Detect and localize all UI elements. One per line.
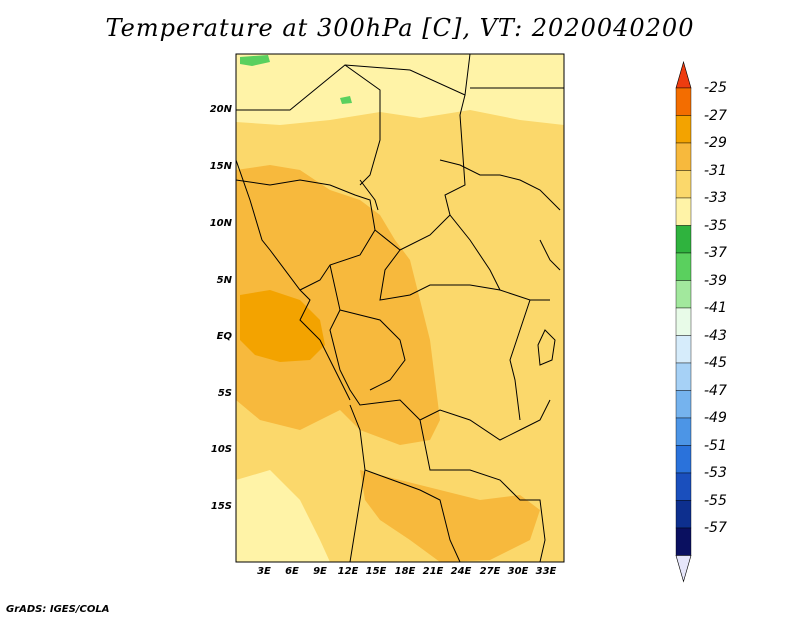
border-chad-sudan	[444, 94, 501, 291]
colorbar-segment	[675, 142, 692, 171]
border-nile	[359, 179, 379, 211]
border-zambia	[419, 419, 546, 562]
colorbar-segment	[675, 252, 692, 281]
lon-tick-6e: 6E	[285, 566, 299, 577]
border-north-2	[344, 54, 471, 96]
field-southwest-cool	[236, 470, 330, 562]
field-west-warm	[236, 165, 440, 445]
field-green-nw	[240, 55, 270, 66]
colorbar-segment	[675, 87, 692, 116]
colorbar-segment	[675, 527, 692, 556]
border-congo	[329, 264, 551, 441]
colorbar-label: -25	[704, 80, 727, 96]
colorbar-label: -45	[704, 355, 727, 371]
colorbar-label: -57	[704, 520, 727, 536]
lat-tick-20n: 20N	[209, 104, 232, 115]
lon-tick-15e: 15E	[365, 566, 387, 577]
lon-tick-9e: 9E	[313, 566, 327, 577]
colorbar-label: -37	[704, 245, 727, 261]
colorbar-segment	[675, 197, 692, 226]
colorbar-segment	[675, 335, 692, 364]
colorbar-label: -43	[704, 328, 727, 344]
colorbar-label: -55	[704, 493, 727, 509]
colorbar-label: -53	[704, 465, 727, 481]
colorbar-arrow-bottom	[675, 555, 692, 583]
field-north-cool	[236, 54, 564, 125]
lat-tick-15n: 15N	[209, 161, 232, 172]
border-lakes	[537, 329, 556, 366]
border-west-coast	[236, 159, 351, 401]
border-east	[509, 299, 531, 421]
field-green-patch	[340, 96, 352, 104]
map-title: Temperature at 300hPa [C], VT: 202004020…	[105, 14, 695, 42]
colorbar-segment	[675, 225, 692, 254]
lon-tick-30e: 30E	[507, 566, 529, 577]
colorbar-segment	[675, 307, 692, 336]
colorbar-label: -31	[704, 163, 727, 179]
border-north-1	[236, 64, 381, 186]
colorbar-label: -51	[704, 438, 727, 454]
colorbar-segment	[675, 390, 692, 419]
lon-tick-24e: 24E	[450, 566, 472, 577]
border-congo-west	[339, 309, 406, 391]
colorbar	[675, 60, 692, 583]
colorbar-label: -35	[704, 218, 727, 234]
colorbar-segment	[675, 500, 692, 529]
colorbar-label: -49	[704, 410, 727, 426]
field-west-core	[240, 290, 325, 362]
colorbar-segment	[675, 417, 692, 446]
colorbar-segment	[675, 280, 692, 309]
border-namibia	[364, 469, 461, 562]
colorbar-segment	[675, 170, 692, 199]
border-nigeria	[236, 179, 376, 291]
lat-tick-10n: 10N	[209, 218, 232, 229]
lon-tick-3e: 3E	[257, 566, 271, 577]
colorbar-label: -29	[704, 135, 727, 151]
field-south-warm	[360, 470, 540, 562]
lon-tick-27e: 27E	[479, 566, 501, 577]
border-car	[374, 214, 550, 301]
colorbar-label: -27	[704, 108, 727, 124]
lon-tick-21e: 21E	[422, 566, 444, 577]
colorbar-label: -39	[704, 273, 727, 289]
colorbar-segment	[675, 445, 692, 474]
colorbar-segment	[675, 362, 692, 391]
lat-tick-10s: 10S	[210, 444, 232, 455]
credit-text: GrADS: IGES/COLA	[6, 604, 110, 615]
lon-tick-33e: 33E	[535, 566, 557, 577]
colorbar-label: -41	[704, 300, 727, 316]
colorbar-arrow-top	[675, 60, 692, 89]
lat-tick-eq: EQ	[216, 331, 232, 342]
colorbar-label: -33	[704, 190, 727, 206]
lon-tick-18e: 18E	[394, 566, 416, 577]
lat-tick-5n: 5N	[216, 275, 232, 286]
lat-tick-15s: 15S	[210, 501, 232, 512]
colorbar-segment	[675, 115, 692, 144]
colorbar-label: -47	[704, 383, 727, 399]
border-ethiopia	[539, 239, 561, 271]
lat-tick-5s: 5S	[217, 388, 232, 399]
colorbar-segment	[675, 472, 692, 501]
lon-tick-12e: 12E	[337, 566, 359, 577]
border-sudan-inner	[439, 159, 561, 211]
